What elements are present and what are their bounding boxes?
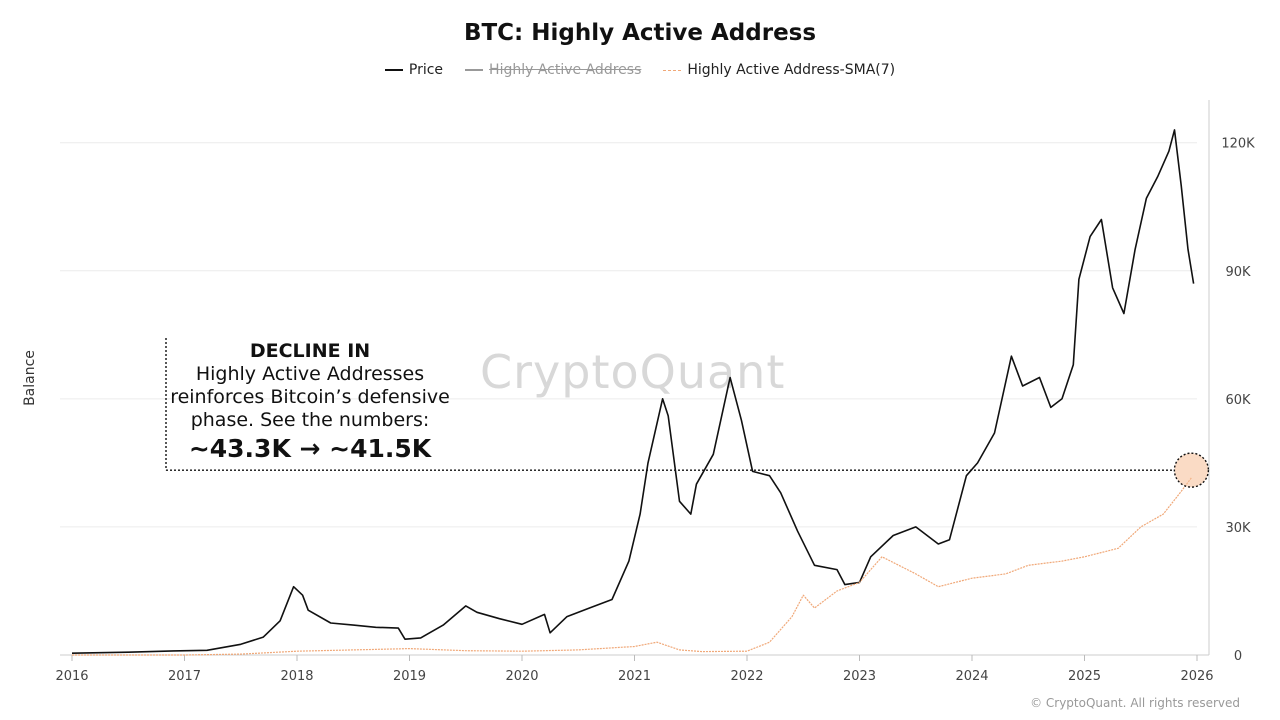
x-tick-label: 2022 bbox=[730, 669, 763, 684]
y-tick-label: 30K bbox=[1225, 521, 1251, 536]
legend-swatch-price bbox=[384, 69, 403, 71]
legend-swatch-haa bbox=[465, 69, 484, 71]
highlight-circle bbox=[1173, 452, 1210, 488]
x-tick-label: 2020 bbox=[505, 669, 538, 684]
annotation-figures: ~43.3K → ~41.5K bbox=[188, 434, 432, 463]
x-tick-label: 2024 bbox=[955, 669, 988, 684]
legend-label-sma: Highly Active Address-SMA(7) bbox=[687, 62, 896, 78]
x-tick-label: 2017 bbox=[168, 669, 201, 684]
series-line-price bbox=[71, 129, 1195, 654]
chart-title: BTC: Highly Active Address bbox=[463, 20, 817, 46]
y-tick-label: 120K bbox=[1221, 137, 1255, 152]
annotation-body: Highly Active Addresses reinforces Bitco… bbox=[170, 363, 450, 431]
x-tick-label: 2025 bbox=[1068, 669, 1101, 684]
y-tick-label: 90K bbox=[1225, 265, 1251, 280]
annotation-box: DECLINE IN Highly Active Addresses reinf… bbox=[170, 340, 450, 466]
y-tick-label: 0 bbox=[1234, 649, 1242, 664]
x-tick-label: 2018 bbox=[280, 669, 313, 684]
y-tick-label: 60K bbox=[1225, 393, 1251, 408]
x-tick-label: 2026 bbox=[1180, 669, 1213, 684]
x-tick-label: 2023 bbox=[843, 669, 876, 684]
legend-label-price: Price bbox=[408, 62, 444, 78]
legend-item-price[interactable]: Price bbox=[384, 62, 444, 78]
series-line-sma bbox=[72, 477, 1192, 656]
legend-item-highly-active-address[interactable]: Highly Active Address bbox=[465, 62, 641, 78]
x-tick-label: 2019 bbox=[393, 669, 426, 684]
chart-legend: Price Highly Active Address Highly Activ… bbox=[0, 62, 1280, 78]
legend-item-sma[interactable]: Highly Active Address-SMA(7) bbox=[663, 62, 895, 78]
x-tick-label: 2021 bbox=[618, 669, 651, 684]
x-tick-label: 2016 bbox=[55, 669, 88, 684]
legend-label-haa: Highly Active Address bbox=[489, 62, 642, 78]
copyright-credit: © CryptoQuant. All rights reserved bbox=[1030, 696, 1240, 710]
legend-swatch-sma bbox=[663, 69, 682, 71]
annotation-heading: DECLINE IN bbox=[249, 340, 371, 362]
